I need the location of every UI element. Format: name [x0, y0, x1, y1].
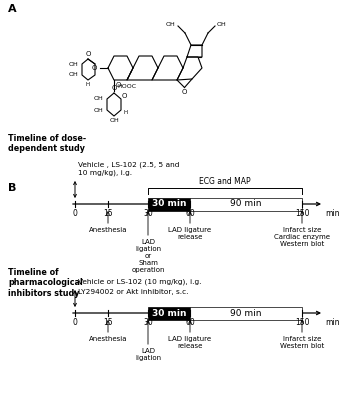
- Text: 30: 30: [143, 209, 153, 218]
- Text: 90 min: 90 min: [230, 200, 262, 209]
- Text: OH: OH: [68, 73, 78, 77]
- Text: Anesthesia: Anesthesia: [89, 336, 127, 342]
- Text: LY294002 or Akt inhibitor, s.c.: LY294002 or Akt inhibitor, s.c.: [78, 289, 188, 295]
- Text: ECG and MAP: ECG and MAP: [199, 178, 251, 186]
- Text: B: B: [8, 183, 16, 193]
- Text: 0: 0: [72, 209, 77, 218]
- Text: 60: 60: [185, 318, 195, 327]
- Text: OH: OH: [93, 97, 103, 101]
- Text: 30 min: 30 min: [152, 308, 186, 318]
- Text: LAD
ligation
or
Sham
operation: LAD ligation or Sham operation: [131, 239, 165, 273]
- Text: Timeline of
pharmacological
inhibitors study: Timeline of pharmacological inhibitors s…: [8, 268, 83, 298]
- Text: min: min: [325, 209, 339, 218]
- Bar: [190, 306, 302, 320]
- Text: 15: 15: [103, 318, 113, 327]
- Text: Vehicle , LS-102 (2.5, 5 and
10 mg/kg), i.g.: Vehicle , LS-102 (2.5, 5 and 10 mg/kg), …: [78, 162, 179, 176]
- Text: O: O: [116, 82, 121, 88]
- Text: 90 min: 90 min: [230, 308, 262, 318]
- Text: Timeline of dose-
dependent study: Timeline of dose- dependent study: [8, 134, 86, 154]
- Text: LAD ligature
release: LAD ligature release: [168, 227, 211, 240]
- Text: 0: 0: [72, 318, 77, 327]
- Text: 30: 30: [143, 318, 153, 327]
- Bar: [148, 198, 190, 211]
- Text: O: O: [182, 89, 187, 95]
- Text: 60: 60: [185, 209, 195, 218]
- Text: OH: OH: [165, 22, 175, 26]
- Text: O: O: [111, 85, 117, 91]
- Text: A: A: [8, 4, 17, 14]
- Text: 150: 150: [295, 318, 309, 327]
- Text: 30 min: 30 min: [152, 200, 186, 209]
- Text: OH: OH: [109, 118, 119, 123]
- Bar: [190, 198, 302, 211]
- Text: OH: OH: [68, 61, 78, 67]
- Text: Infarct size
Western blot: Infarct size Western blot: [280, 336, 324, 349]
- Text: Infarct size
Cardiac enzyme
Western blot: Infarct size Cardiac enzyme Western blot: [274, 227, 330, 247]
- Text: Vehicle or LS-102 (10 mg/kg), i.g.: Vehicle or LS-102 (10 mg/kg), i.g.: [78, 279, 201, 285]
- Text: O: O: [85, 51, 91, 57]
- Text: min: min: [325, 318, 339, 327]
- Text: H: H: [86, 82, 90, 87]
- Bar: [148, 306, 190, 320]
- Text: HOOC: HOOC: [117, 84, 137, 89]
- Text: 15: 15: [103, 209, 113, 218]
- Text: LAD
ligation: LAD ligation: [135, 348, 161, 361]
- Text: OH: OH: [217, 22, 227, 26]
- Text: 150: 150: [295, 209, 309, 218]
- Text: LAD ligature
release: LAD ligature release: [168, 336, 211, 349]
- Text: H: H: [123, 111, 127, 115]
- Text: Anesthesia: Anesthesia: [89, 227, 127, 233]
- Text: O: O: [92, 65, 97, 71]
- Text: O: O: [122, 93, 127, 99]
- Text: OH: OH: [93, 107, 103, 113]
